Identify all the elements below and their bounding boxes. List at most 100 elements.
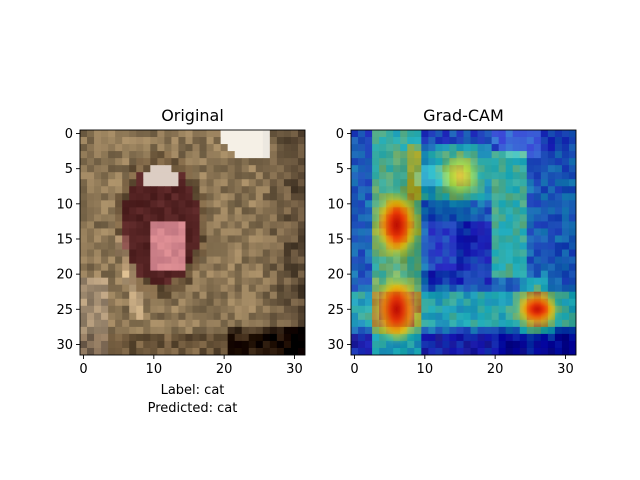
cam-pixel <box>512 158 521 166</box>
image-pixel <box>94 249 102 257</box>
image-pixel <box>269 277 278 286</box>
cam-pixel <box>456 312 464 321</box>
image-pixel <box>164 165 172 173</box>
image-pixel <box>108 333 116 342</box>
image-pixel <box>290 228 299 236</box>
image-pixel <box>297 137 305 145</box>
cam-pixel <box>400 263 408 272</box>
image-pixel <box>262 263 271 272</box>
image-pixel <box>220 179 229 187</box>
image-pixel <box>150 193 158 201</box>
cam-pixel <box>365 249 373 257</box>
cam-pixel <box>421 298 429 307</box>
cam-pixel <box>568 200 576 208</box>
image-pixel <box>164 235 172 243</box>
cam-pixel <box>372 137 380 145</box>
cam-pixel <box>498 305 507 314</box>
image-pixel <box>129 144 137 152</box>
image-pixel <box>101 193 109 201</box>
image-pixel <box>185 319 193 328</box>
cam-pixel <box>358 130 366 138</box>
cam-pixel <box>421 137 429 145</box>
image-pixel <box>115 235 123 243</box>
image-pixel <box>80 263 88 272</box>
cam-pixel <box>526 326 535 335</box>
cam-pixel <box>540 151 549 159</box>
image-pixel <box>108 312 116 321</box>
image-pixel <box>178 207 186 215</box>
cam-pixel <box>470 130 478 138</box>
cam-pixel <box>414 242 422 250</box>
image-pixel <box>122 200 130 208</box>
image-pixel <box>157 298 165 307</box>
cam-pixel <box>463 242 471 250</box>
cam-pixel <box>435 221 443 229</box>
cam-pixel <box>421 186 429 194</box>
cam-pixel <box>547 186 556 194</box>
cam-pixel <box>547 249 556 257</box>
cam-pixel <box>540 242 549 250</box>
cam-pixel <box>470 333 478 342</box>
image-pixel <box>192 228 200 236</box>
cam-pixel <box>526 200 535 208</box>
image-pixel <box>255 207 264 215</box>
image-pixel <box>269 235 278 243</box>
image-pixel <box>129 249 137 257</box>
image-pixel <box>108 305 116 314</box>
cam-pixel <box>505 242 514 250</box>
image-pixel <box>143 151 151 159</box>
image-pixel <box>94 207 102 215</box>
image-pixel <box>192 186 200 194</box>
image-pixel <box>164 340 172 349</box>
image-pixel <box>115 172 123 180</box>
cam-pixel <box>533 172 542 180</box>
cam-pixel <box>484 130 493 138</box>
cam-pixel <box>554 256 563 264</box>
image-pixel <box>171 298 179 307</box>
image-pixel <box>164 305 172 314</box>
cam-pixel <box>561 179 570 187</box>
image-pixel <box>248 165 257 173</box>
image-pixel <box>269 298 278 307</box>
cam-pixel <box>568 305 576 314</box>
cam-pixel <box>505 326 514 335</box>
image-pixel <box>213 193 222 201</box>
image-pixel <box>94 130 102 138</box>
image-pixel <box>80 165 88 173</box>
cam-pixel <box>526 277 535 286</box>
image-pixel <box>171 333 179 342</box>
image-pixel <box>150 151 158 159</box>
cam-pixel <box>386 340 394 349</box>
cam-pixel <box>547 270 556 279</box>
image-pixel <box>129 270 137 279</box>
cam-pixel <box>505 137 514 145</box>
cam-pixel <box>449 298 457 307</box>
cam-pixel <box>568 151 576 159</box>
image-pixel <box>192 298 200 307</box>
cam-pixel <box>533 249 542 257</box>
image-pixel <box>241 137 250 145</box>
cam-pixel <box>428 277 436 286</box>
image-pixel <box>101 333 109 342</box>
cam-pixel <box>477 235 485 243</box>
image-pixel <box>143 193 151 201</box>
image-pixel <box>80 298 88 307</box>
image-pixel <box>185 214 193 222</box>
image-pixel <box>94 263 102 272</box>
image-pixel <box>136 158 144 166</box>
image-pixel <box>206 333 214 342</box>
image-pixel <box>199 305 207 314</box>
cam-pixel <box>533 186 542 194</box>
image-pixel <box>129 214 137 222</box>
image-pixel <box>269 291 278 300</box>
image-pixel <box>276 291 285 300</box>
cam-pixel <box>372 270 380 279</box>
image-pixel <box>227 144 236 152</box>
image-pixel <box>283 158 292 166</box>
cam-pixel <box>491 200 500 208</box>
image-pixel <box>192 193 200 201</box>
cam-pixel <box>470 228 478 236</box>
image-pixel <box>143 340 151 349</box>
image-pixel <box>255 144 264 152</box>
